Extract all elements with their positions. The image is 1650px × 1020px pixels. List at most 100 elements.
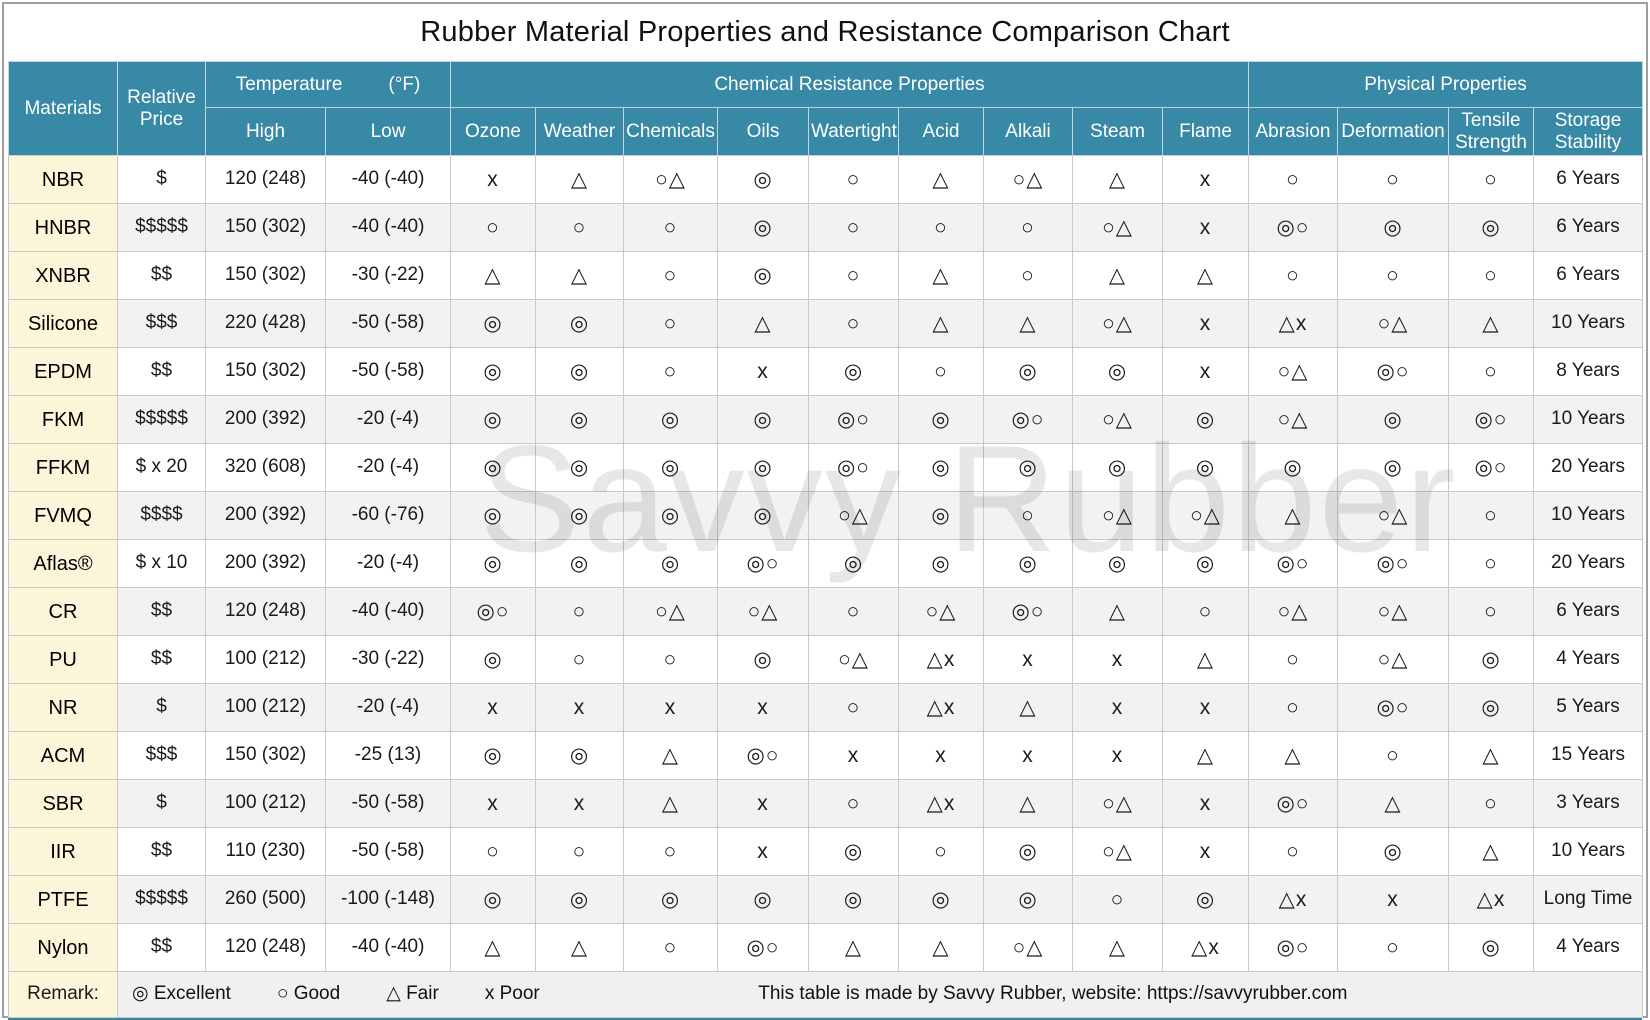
table-cell: △: [1248, 491, 1338, 540]
table-body: NBR $120 (248) -40 (-40) x △ ○△ ◎ ○ △ ○△ △ x ○ ○ ○ 6 Ye…: [8, 155, 1643, 972]
table-cell: ◎: [623, 443, 718, 492]
table-cell: ◎: [535, 443, 624, 492]
table-cell: ◎: [450, 395, 536, 444]
material-cell: Nylon: [8, 923, 118, 972]
table-cell: ◎○: [450, 587, 536, 636]
table-cell: ◎: [1162, 395, 1249, 444]
table-cell: ◎: [717, 635, 809, 684]
temperature-unit: (°F): [388, 73, 421, 95]
table-cell: ○: [983, 203, 1073, 252]
table-cell: ○: [1248, 251, 1338, 300]
table-row: NR $100 (212) -20 (-4) x x x x ○ △x △ x x ○ ◎○ ◎ 5 Year…: [8, 683, 1643, 732]
table-cell: ○: [808, 203, 899, 252]
table-cell: ◎: [1448, 635, 1534, 684]
table-cell: ○: [1248, 827, 1338, 876]
table-cell: 150 (302): [205, 203, 326, 252]
material-cell: PTFE: [8, 875, 118, 924]
table-cell: ○△: [1337, 635, 1449, 684]
legend-cell: ◎ Excellent ○ Good △ Fair x Poor This ta…: [117, 971, 1643, 1018]
table-cell: ○: [898, 827, 984, 876]
table-cell: 15 Years: [1533, 731, 1643, 780]
table-cell: 110 (230): [205, 827, 326, 876]
table-cell: x: [983, 731, 1073, 780]
material-cell: PU: [8, 635, 118, 684]
table-cell: ◎: [535, 395, 624, 444]
table-cell: ○△: [983, 155, 1073, 204]
table-cell: x: [808, 731, 899, 780]
table-cell: x: [450, 683, 536, 732]
material-cell: EPDM: [8, 347, 118, 396]
table-cell: $$$: [117, 731, 206, 780]
table-cell: ◎○: [1248, 779, 1338, 828]
table-cell: ○△: [1248, 587, 1338, 636]
table-cell: △: [1337, 779, 1449, 828]
table-cell: x: [1162, 203, 1249, 252]
table-cell: ○: [1248, 635, 1338, 684]
table-row: XNBR $$ 150 (302) -30 (-22) △ △ ○ ◎ ○ △ ○ △ △ ○ ○ ○ 6 Ye…: [8, 251, 1643, 300]
table-cell: ○: [1448, 587, 1534, 636]
table-cell: 6 Years: [1533, 251, 1643, 300]
table-cell: ◎: [535, 539, 624, 588]
table-cell: $$$$: [117, 491, 206, 540]
table-cell: -40 (-40): [325, 923, 451, 972]
table-cell: ○: [808, 251, 899, 300]
table-row: EPDM $$ 150 (302) -50 (-58) ◎ ◎ ○ x ◎ ○ ◎ ◎ x ○△ ◎○ ○ 8 …: [8, 347, 1643, 396]
table-cell: ◎○: [808, 443, 899, 492]
table-cell: ◎: [983, 875, 1073, 924]
table-cell: 5 Years: [1533, 683, 1643, 732]
material-cell: NBR: [8, 155, 118, 204]
table-cell: $$: [117, 635, 206, 684]
table-cell: ◎: [450, 299, 536, 348]
table-cell: x: [450, 779, 536, 828]
table-cell: ◎: [623, 539, 718, 588]
table-cell: ◎: [983, 443, 1073, 492]
table-cell: ◎: [1072, 443, 1163, 492]
table-cell: △: [623, 779, 718, 828]
table-cell: ◎: [1162, 443, 1249, 492]
table-cell: 6 Years: [1533, 155, 1643, 204]
table-cell: 150 (302): [205, 731, 326, 780]
header-relative-price: Relative Price: [117, 61, 206, 156]
material-cell: FVMQ: [8, 491, 118, 540]
table-cell: 260 (500): [205, 875, 326, 924]
table-cell: x: [1072, 731, 1163, 780]
table-cell: 6 Years: [1533, 203, 1643, 252]
table-cell: △x: [898, 683, 984, 732]
table-cell: $$$$$: [117, 875, 206, 924]
table-cell: ◎: [808, 827, 899, 876]
table-cell: $ x 10: [117, 539, 206, 588]
table-row: FKM $$$$$ 200 (392) -20 (-4) ◎ ◎ ◎ ◎ ◎○ ◎ ◎○ ○△ ◎ ○△ ◎…: [8, 395, 1643, 444]
table-cell: △: [450, 251, 536, 300]
header-materials: Materials: [8, 61, 118, 156]
table-cell: ◎: [535, 299, 624, 348]
table-cell: ○△: [983, 923, 1073, 972]
table-cell: ○: [1072, 875, 1163, 924]
table-cell: ○: [623, 827, 718, 876]
remark-row: Remark: ◎ Excellent ○ Good △ Fair x Poor…: [8, 971, 1643, 1018]
table-cell: -20 (-4): [325, 395, 451, 444]
footer-note: This table is made by Savvy Rubber, webs…: [758, 983, 1348, 1005]
table-cell: ○: [535, 827, 624, 876]
table-cell: ○: [450, 203, 536, 252]
table-cell: ○△: [1337, 587, 1449, 636]
table-cell: ◎○: [983, 587, 1073, 636]
table-cell: ○: [623, 347, 718, 396]
remark-label: Remark:: [8, 971, 118, 1018]
header-group-temperature: Temperature (°F): [205, 61, 451, 108]
table-cell: △x: [1248, 875, 1338, 924]
table-cell: ◎: [623, 491, 718, 540]
table-cell: ◎: [898, 875, 984, 924]
table-cell: ◎○: [1337, 539, 1449, 588]
table-cell: x: [1337, 875, 1449, 924]
table-cell: $$: [117, 587, 206, 636]
table-cell: -20 (-4): [325, 539, 451, 588]
table-cell: 4 Years: [1533, 635, 1643, 684]
table-cell: x: [1072, 635, 1163, 684]
table-cell: 3 Years: [1533, 779, 1643, 828]
table-cell: -20 (-4): [325, 443, 451, 492]
table-cell: Long Time: [1533, 875, 1643, 924]
table-cell: x: [623, 683, 718, 732]
table-cell: 6 Years: [1533, 587, 1643, 636]
